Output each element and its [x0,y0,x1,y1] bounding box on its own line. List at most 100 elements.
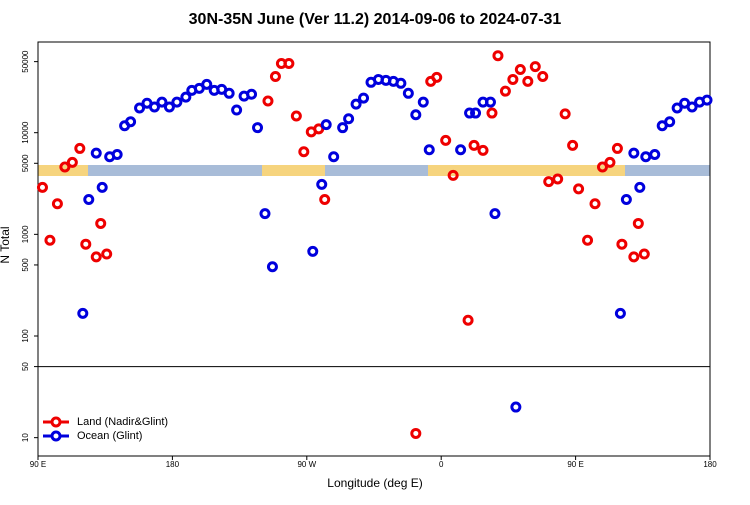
point [499,85,511,97]
point [640,151,652,163]
point [567,139,579,151]
legend-label: Ocean (Glint) [77,430,142,442]
point [632,217,644,229]
legend-marker [50,430,62,442]
point [507,73,519,85]
point [510,401,522,413]
point [486,107,498,119]
y-tick-label: 500 [21,258,30,272]
point [638,248,650,260]
point [231,104,243,116]
legend-label: Land (Nadir&Glint) [77,416,168,428]
point [596,161,608,173]
point [470,107,482,119]
x-tick-label: 0 [439,460,444,469]
point [59,161,71,173]
point [163,101,175,113]
point [468,139,480,151]
point [614,307,626,319]
point [111,149,123,161]
point [328,151,340,163]
point [492,50,504,62]
point [44,234,56,246]
point [440,134,452,146]
point [484,96,496,108]
point [180,91,192,103]
y-axis-label: N Total [0,226,12,263]
y-tick-label: 10 [21,433,30,442]
point [537,71,549,83]
y-tick-label: 10000 [21,121,30,144]
point [298,146,310,158]
point [701,94,713,106]
point [664,116,676,128]
point [36,181,48,193]
point [447,169,459,181]
point [74,142,86,154]
point [320,119,332,131]
point [559,108,571,120]
point [686,101,698,113]
y-tick-label: 1000 [21,225,30,243]
point [307,245,319,257]
chart-title: 30N-35N June (Ver 11.2) 2014-09-06 to 20… [189,11,562,28]
point [514,64,526,76]
point [573,183,585,195]
point [395,77,407,89]
point [628,251,640,263]
point [543,176,555,188]
point [66,156,78,168]
point [410,109,422,121]
point [350,98,362,110]
point [431,71,443,83]
point [589,198,601,210]
point [51,198,63,210]
x-tick-label: 180 [166,460,180,469]
x-axis-label: Longitude (deg E) [327,476,422,490]
point [582,234,594,246]
point [671,102,683,114]
point [529,61,541,73]
y-tick-label: 100 [21,329,30,343]
point [410,427,422,439]
point [201,78,213,90]
x-tick-label: 90 W [297,460,316,469]
point [171,96,183,108]
point [95,217,107,229]
point [90,251,102,263]
point [156,96,168,108]
legend-marker [50,416,62,428]
point [266,261,278,273]
x-tick-label: 90 E [567,460,583,469]
point [611,142,623,154]
point [134,102,146,114]
point [252,122,264,134]
point [101,248,113,260]
point [246,88,258,100]
point [83,194,95,206]
point [80,238,92,250]
point [125,116,137,128]
point [262,95,274,107]
point [290,110,302,122]
point [462,314,474,326]
point [552,173,564,185]
x-tick-label: 90 E [30,460,46,469]
point [628,147,640,159]
point [259,208,271,220]
point [223,87,235,99]
point [604,156,616,168]
point [77,307,89,319]
point [477,144,489,156]
point [455,144,467,156]
point [90,147,102,159]
plot-frame [37,41,711,457]
point [358,92,370,104]
point [464,107,476,119]
y-tick-label: 50000 [21,50,30,73]
point [402,87,414,99]
point [283,58,295,70]
point [649,149,661,161]
point [616,238,628,250]
